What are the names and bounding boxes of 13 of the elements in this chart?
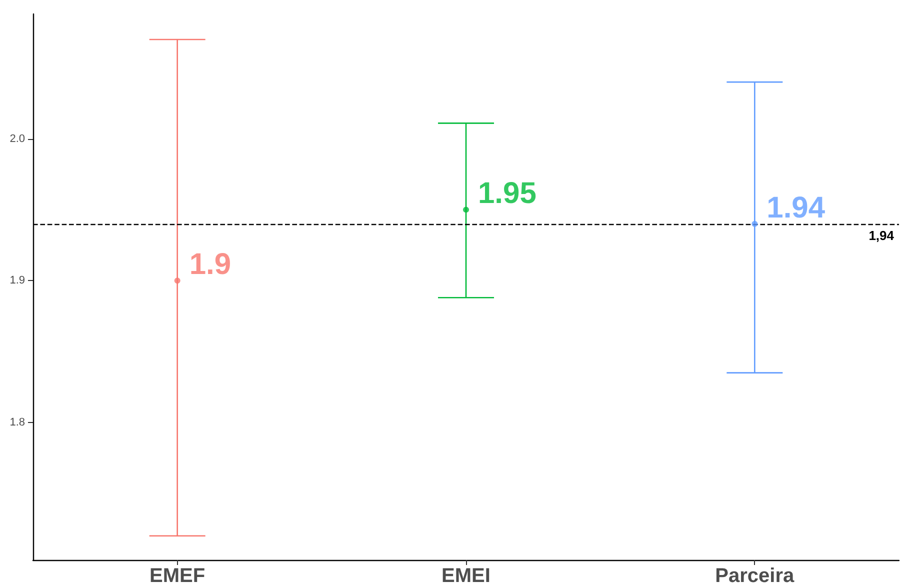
point <box>463 206 469 213</box>
y-tick-label: 1.8 <box>10 416 25 428</box>
x-tick-label: EMEF <box>150 565 206 587</box>
point <box>752 220 758 227</box>
y-tick-label: 1.9 <box>10 274 25 287</box>
y-tick-label: 2.0 <box>10 132 25 145</box>
data-label: 1.9 <box>189 248 232 282</box>
x-tick-label: Parceira <box>715 565 796 587</box>
ref-line-label: 1,94 <box>868 228 895 243</box>
x-tick-label: EMEI <box>442 565 490 587</box>
data-label: 1.95 <box>478 177 536 210</box>
point <box>174 278 180 284</box>
data-label: 1.94 <box>766 191 826 224</box>
